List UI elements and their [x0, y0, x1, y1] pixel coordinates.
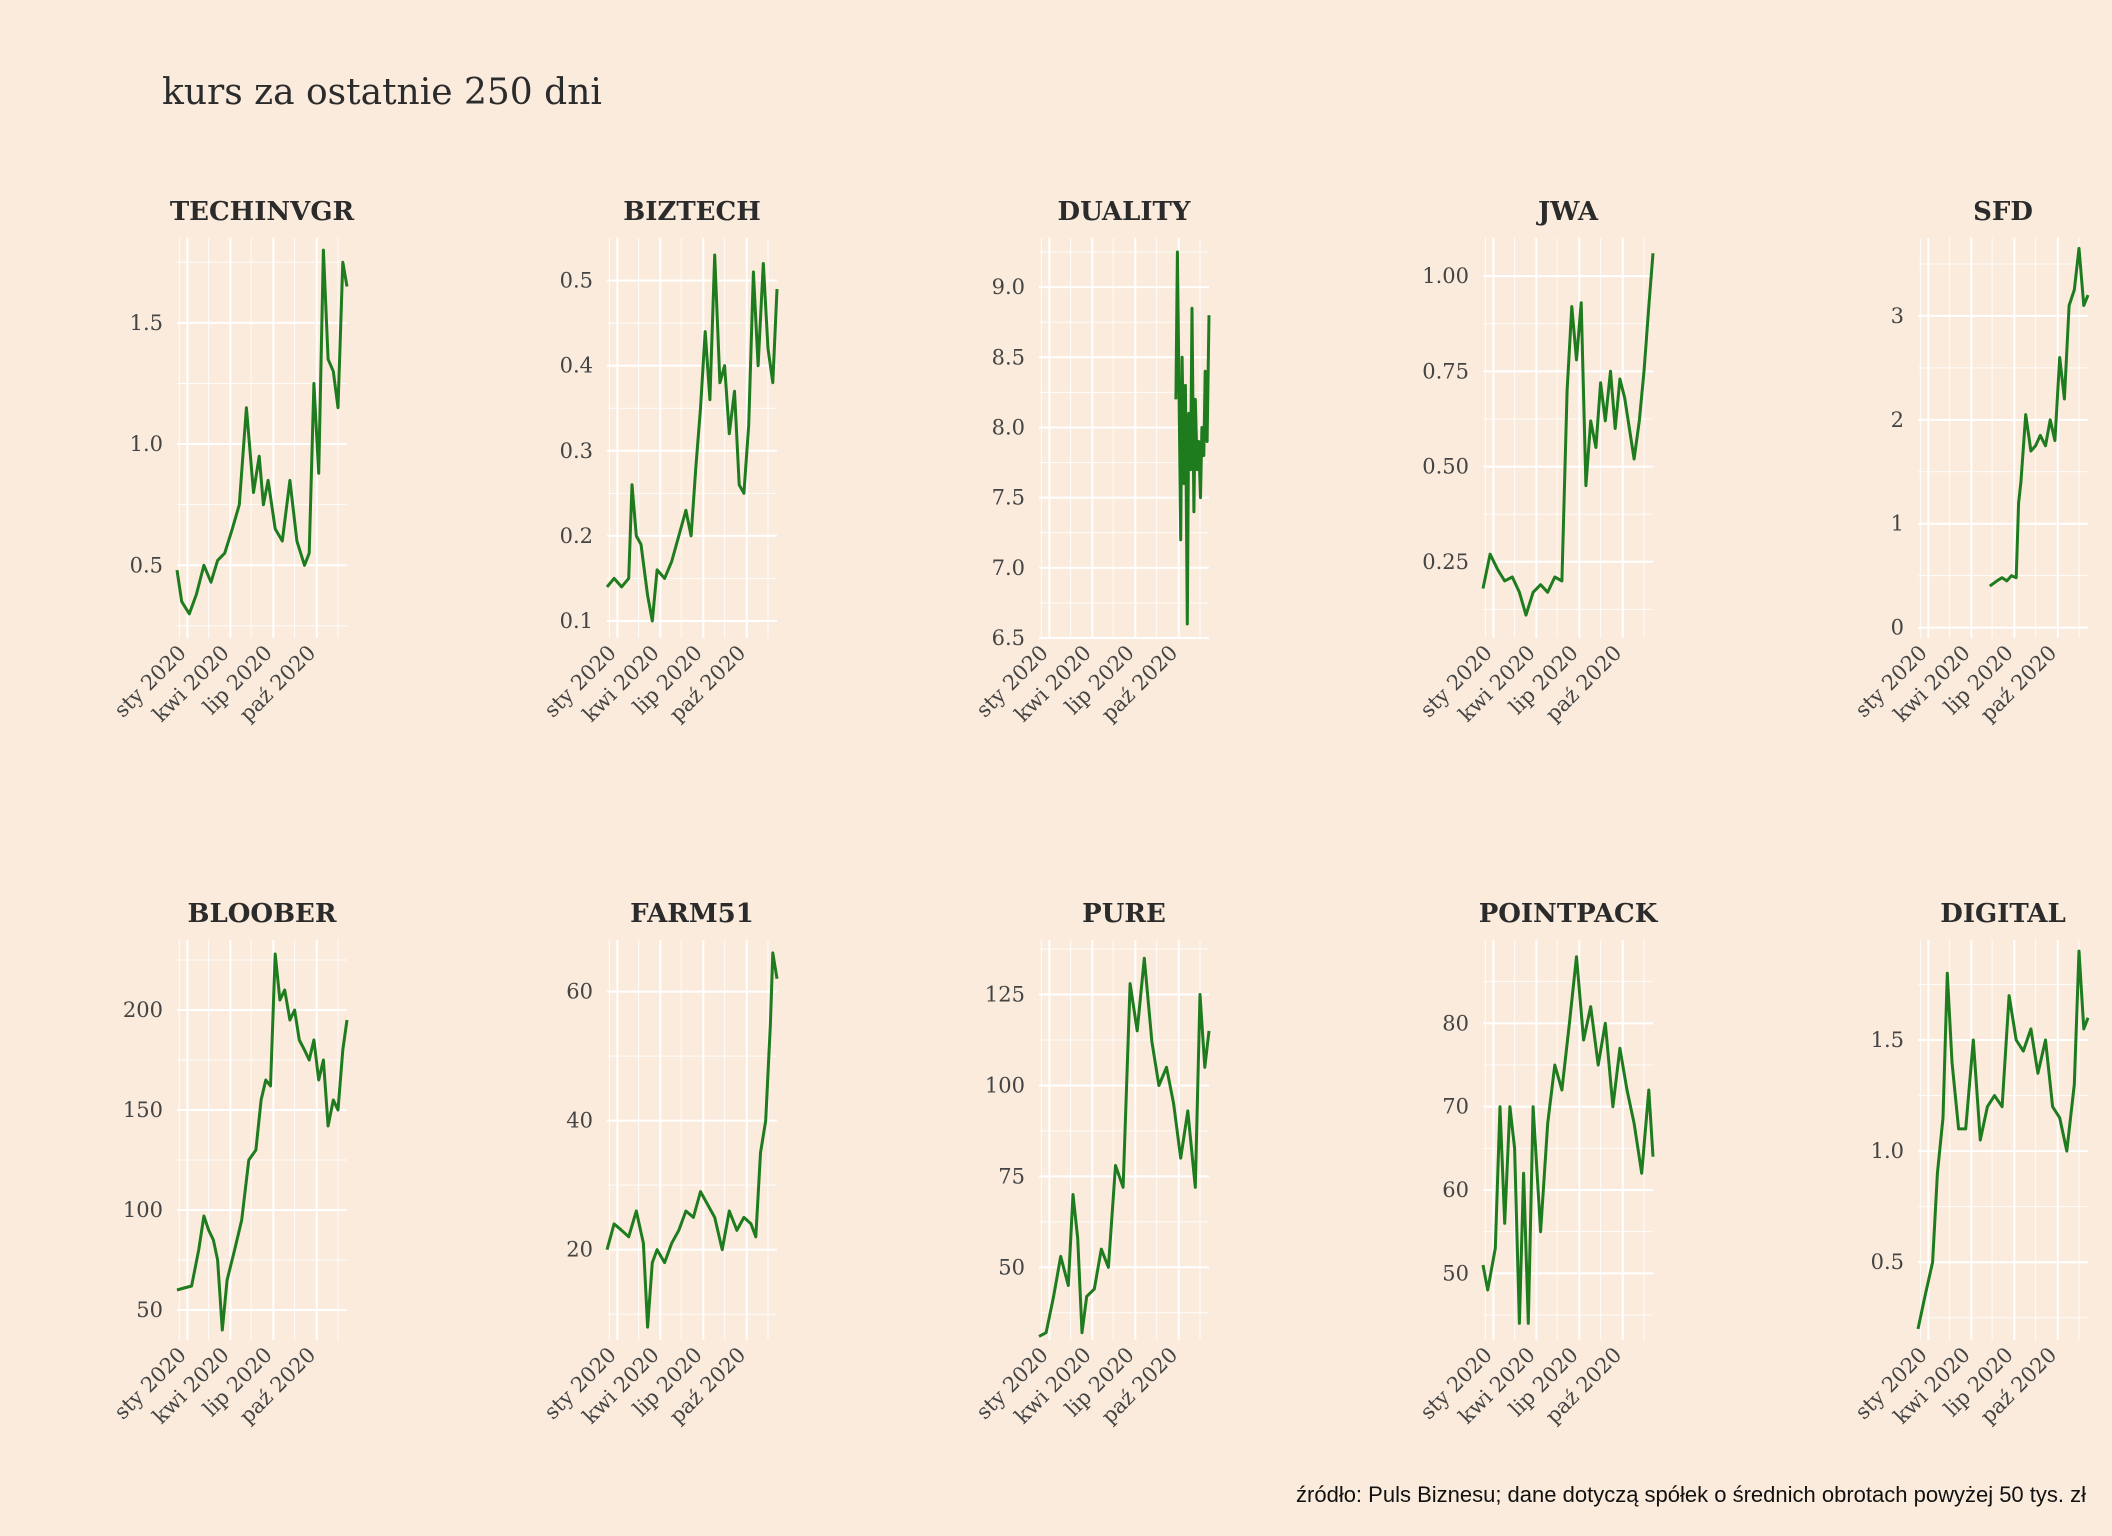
y-tick-label: 1: [1891, 512, 1904, 536]
price-line: [1988, 246, 2090, 588]
panel-title: BIZTECH: [623, 197, 761, 227]
y-tick-label: 0.5: [560, 269, 593, 293]
y-tick-label: 0.75: [1422, 359, 1469, 383]
y-tick-label: 50: [998, 1255, 1025, 1279]
panel-title: DUALITY: [1058, 197, 1191, 227]
price-line: [1038, 956, 1211, 1338]
panel-title: BLOOBER: [188, 899, 337, 929]
y-tick-label: 9.0: [992, 275, 1025, 299]
price-line: [605, 951, 779, 1329]
panel-title: TECHINVGR: [170, 197, 355, 227]
y-tick-label: 1.00: [1422, 264, 1469, 288]
y-tick-label: 7.0: [992, 556, 1025, 580]
y-tick-label: 0.5: [130, 553, 163, 577]
y-tick-label: 0.4: [560, 354, 593, 378]
y-tick-label: 2: [1891, 408, 1904, 432]
y-tick-label: 6.5: [992, 626, 1025, 650]
y-tick-label: 3: [1891, 304, 1904, 328]
y-tick-label: 100: [985, 1073, 1025, 1097]
y-tick-label: 150: [123, 1098, 163, 1122]
panel-title: PURE: [1082, 899, 1166, 929]
y-tick-label: 0.50: [1422, 455, 1469, 479]
y-tick-label: 60: [566, 980, 593, 1004]
y-tick-label: 7.5: [992, 486, 1025, 510]
panel-title: POINTPACK: [1479, 899, 1659, 929]
y-tick-label: 40: [566, 1109, 593, 1133]
panel-title: FARM51: [630, 899, 754, 929]
price-line: [605, 253, 779, 623]
y-tick-label: 8.5: [992, 345, 1025, 369]
y-tick-label: 8.0: [992, 415, 1025, 439]
price-line: [1174, 250, 1211, 626]
price-line: [176, 952, 349, 1332]
y-tick-label: 100: [123, 1198, 163, 1222]
y-tick-label: 60: [1442, 1178, 1469, 1202]
y-tick-label: 0.3: [560, 439, 593, 463]
price-line: [175, 248, 349, 616]
y-tick-label: 0: [1891, 616, 1904, 640]
panel-title: JWA: [1536, 197, 1599, 227]
y-tick-label: 0.25: [1422, 550, 1469, 574]
y-tick-label: 70: [1442, 1095, 1469, 1119]
y-tick-label: 80: [1442, 1011, 1469, 1035]
y-tick-label: 125: [985, 983, 1025, 1007]
price-line: [1481, 253, 1655, 617]
y-tick-label: 0.2: [560, 524, 593, 548]
y-tick-label: 50: [1442, 1261, 1469, 1285]
y-tick-label: 200: [123, 998, 163, 1022]
y-tick-label: 1.5: [130, 311, 163, 335]
y-tick-label: 50: [136, 1298, 163, 1322]
y-tick-label: 0.1: [560, 609, 593, 633]
y-tick-label: 0.5: [1871, 1250, 1904, 1274]
y-tick-label: 1.5: [1871, 1028, 1904, 1052]
y-tick-label: 75: [998, 1164, 1025, 1188]
price-line: [1916, 949, 2090, 1330]
price-line: [1481, 955, 1655, 1325]
panel-title: SFD: [1973, 197, 2033, 227]
y-tick-label: 20: [566, 1238, 593, 1262]
page-title: kurs za ostatnie 250 dni: [162, 72, 602, 113]
y-tick-label: 1.0: [1871, 1139, 1904, 1163]
y-tick-label: 1.0: [130, 432, 163, 456]
source-caption: źródło: Puls Biznesu; dane dotyczą spółe…: [1296, 1482, 2086, 1507]
panel-title: DIGITAL: [1940, 899, 2065, 929]
